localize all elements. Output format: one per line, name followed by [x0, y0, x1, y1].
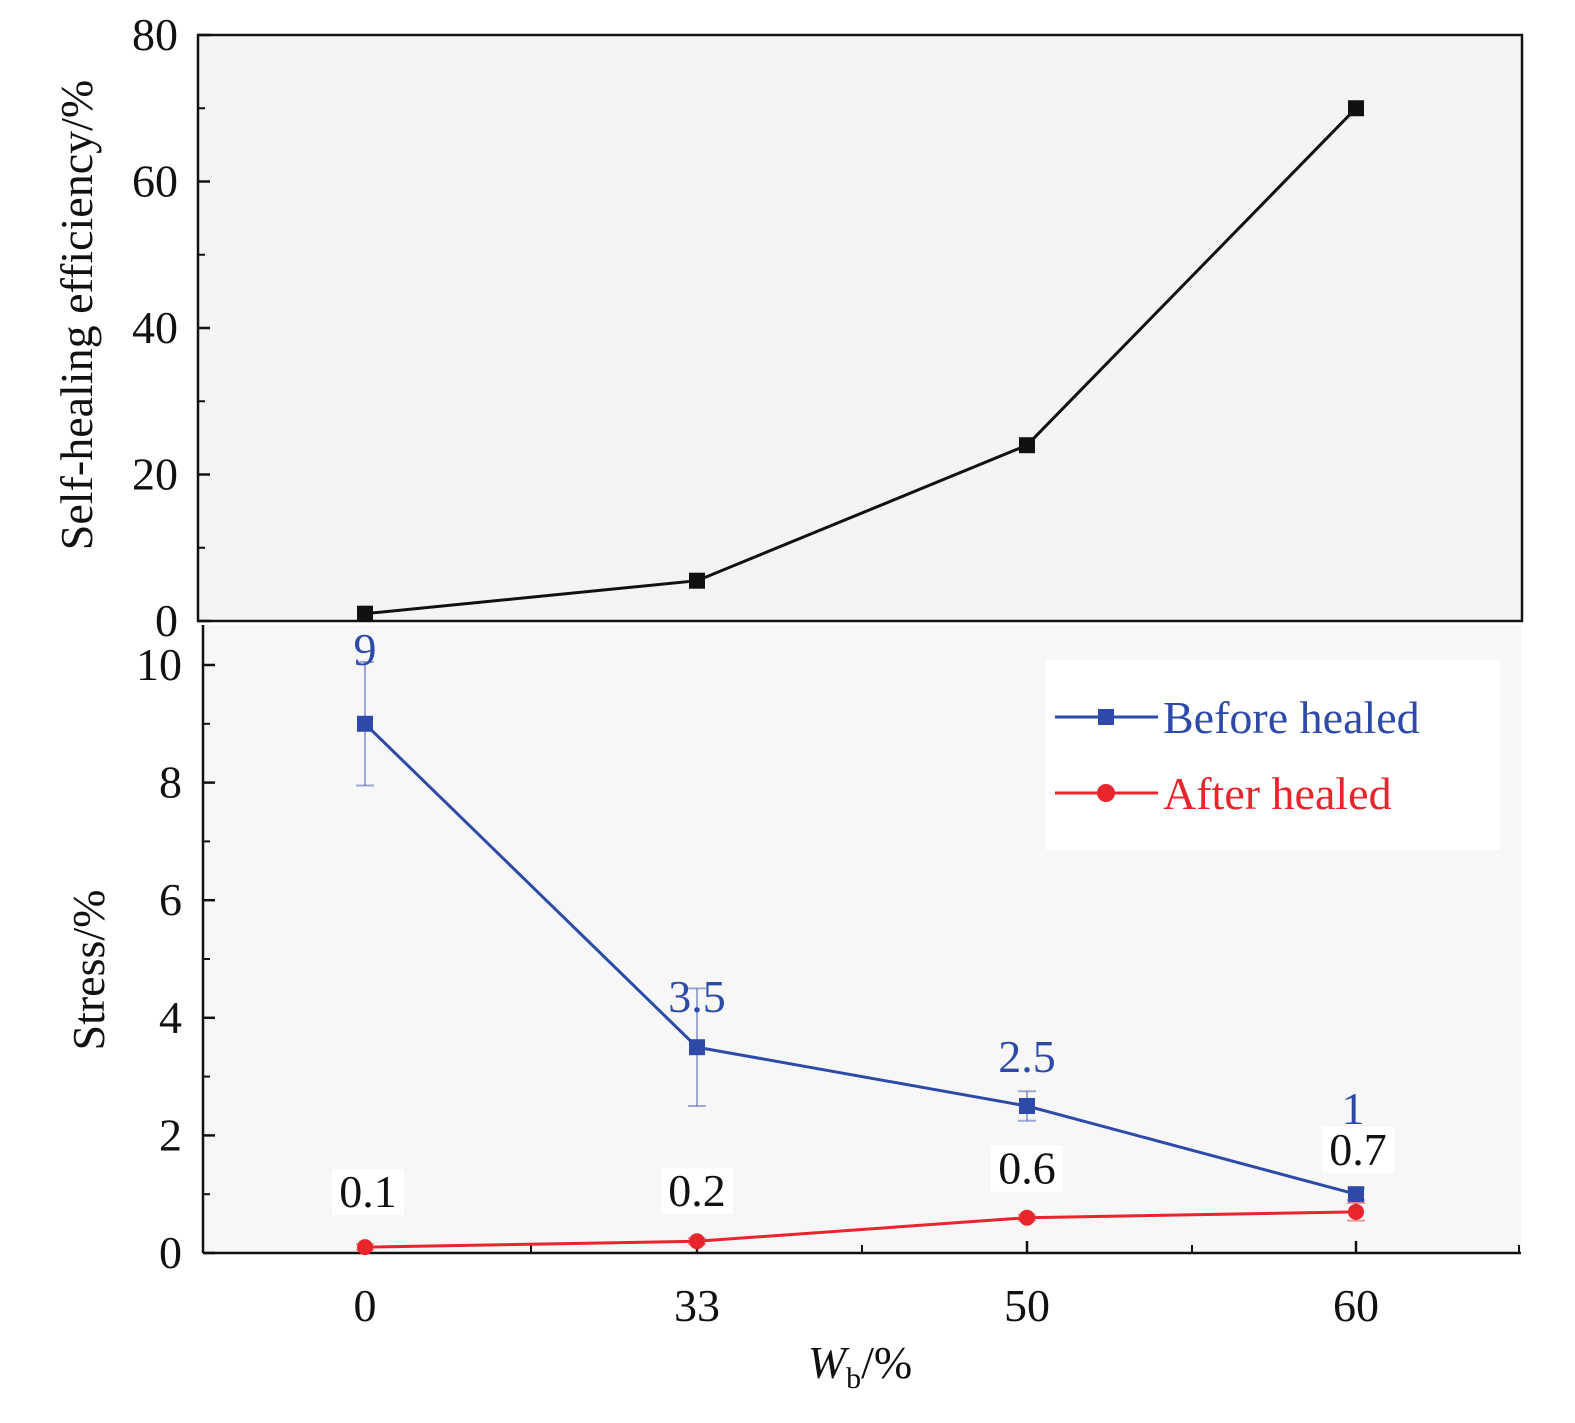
top-plot-area	[196, 33, 1524, 623]
after-healed-data-label-bg	[661, 1168, 733, 1215]
efficiency-point	[1019, 437, 1035, 454]
after-healed-data-label-bg	[332, 1169, 404, 1216]
efficiency-line	[364, 107, 1358, 616]
top-y-tick-label: 20	[132, 449, 178, 500]
bottom-panel: 0 2 4 6 8 10 0 33 50 60 9 3.5 2.5 1 0.1 0.2 0.6 0.7 Str…	[63, 624, 1521, 1395]
legend-label-after: After healed	[1163, 768, 1392, 819]
x-tick-label: 60	[1333, 1280, 1379, 1331]
x-tick-label: 0	[354, 1280, 377, 1331]
x-tick-label: 50	[1004, 1280, 1050, 1331]
top-y-tick-label: 0	[155, 595, 178, 646]
after-healed-point	[1348, 1203, 1364, 1220]
top-y-axis-title: Self-healing efficiency/%	[51, 80, 102, 550]
bottom-y-ticks: 0 2 4 6 8 10	[136, 639, 215, 1278]
legend: Before healed After healed	[1046, 660, 1500, 850]
before-healed-point	[1019, 1098, 1035, 1114]
legend-marker-after	[1097, 784, 1115, 802]
x-axis-title-unit: /%	[861, 1337, 912, 1388]
after-healed-point	[1019, 1209, 1035, 1226]
bottom-y-axis-title: Stress/%	[63, 890, 114, 1051]
x-axis-title: Wb/%	[808, 1337, 912, 1395]
after-healed-data-label: 0.7	[1329, 1124, 1387, 1175]
bottom-y-tick-label: 0	[159, 1227, 182, 1278]
x-ticks: 0 33 50 60	[354, 1241, 1520, 1331]
x-axis-title-main: W	[808, 1337, 850, 1388]
top-y-tick-label: 40	[132, 302, 178, 353]
top-series	[357, 100, 1364, 622]
before-healed-data-label: 1	[1342, 1083, 1365, 1134]
after-healed-line	[364, 1210, 1357, 1249]
efficiency-point	[357, 605, 373, 622]
top-y-tick-label: 60	[132, 156, 178, 207]
bottom-y-tick-label: 4	[159, 992, 182, 1043]
top-panel: 0 20 40 60 80 Self-healing efficiency/%	[51, 9, 1524, 646]
legend-background	[1046, 660, 1500, 850]
before-healed-point	[357, 715, 373, 732]
after-healed-point	[689, 1233, 705, 1250]
efficiency-point	[689, 572, 705, 589]
before-healed-data-label: 3.5	[668, 971, 726, 1022]
after-healed-data-label-bg	[991, 1145, 1063, 1192]
bottom-y-tick-label: 6	[159, 874, 182, 925]
after-healed-data-label: 0.1	[339, 1166, 397, 1217]
legend-label-before: Before healed	[1163, 692, 1420, 743]
after-healed-point	[357, 1239, 373, 1256]
data-labels: 9 3.5 2.5 1 0.1 0.2 0.6 0.7	[332, 624, 1394, 1217]
efficiency-point	[1348, 100, 1364, 117]
legend-marker-before	[1098, 709, 1114, 725]
after-healed-data-label: 0.2	[668, 1165, 726, 1216]
before-healed-point	[1348, 1186, 1364, 1203]
after-healed-data-label: 0.6	[998, 1143, 1056, 1194]
before-healed-point	[689, 1039, 705, 1056]
before-healed-data-label: 2.5	[998, 1031, 1056, 1082]
top-y-ticks: 0 20 40 60 80	[132, 9, 210, 646]
after-healed-data-label-bg	[1322, 1126, 1394, 1173]
top-y-tick-label: 80	[132, 9, 178, 60]
bottom-y-tick-label: 10	[136, 639, 182, 690]
x-tick-label: 33	[674, 1280, 720, 1331]
bottom-series	[356, 661, 1365, 1256]
bottom-y-tick-label: 2	[159, 1109, 182, 1160]
before-healed-data-label: 9	[354, 624, 377, 675]
bottom-y-tick-label: 8	[159, 757, 182, 808]
x-axis-title-subscript: b	[846, 1362, 861, 1395]
before-healed-line	[363, 722, 1357, 1196]
